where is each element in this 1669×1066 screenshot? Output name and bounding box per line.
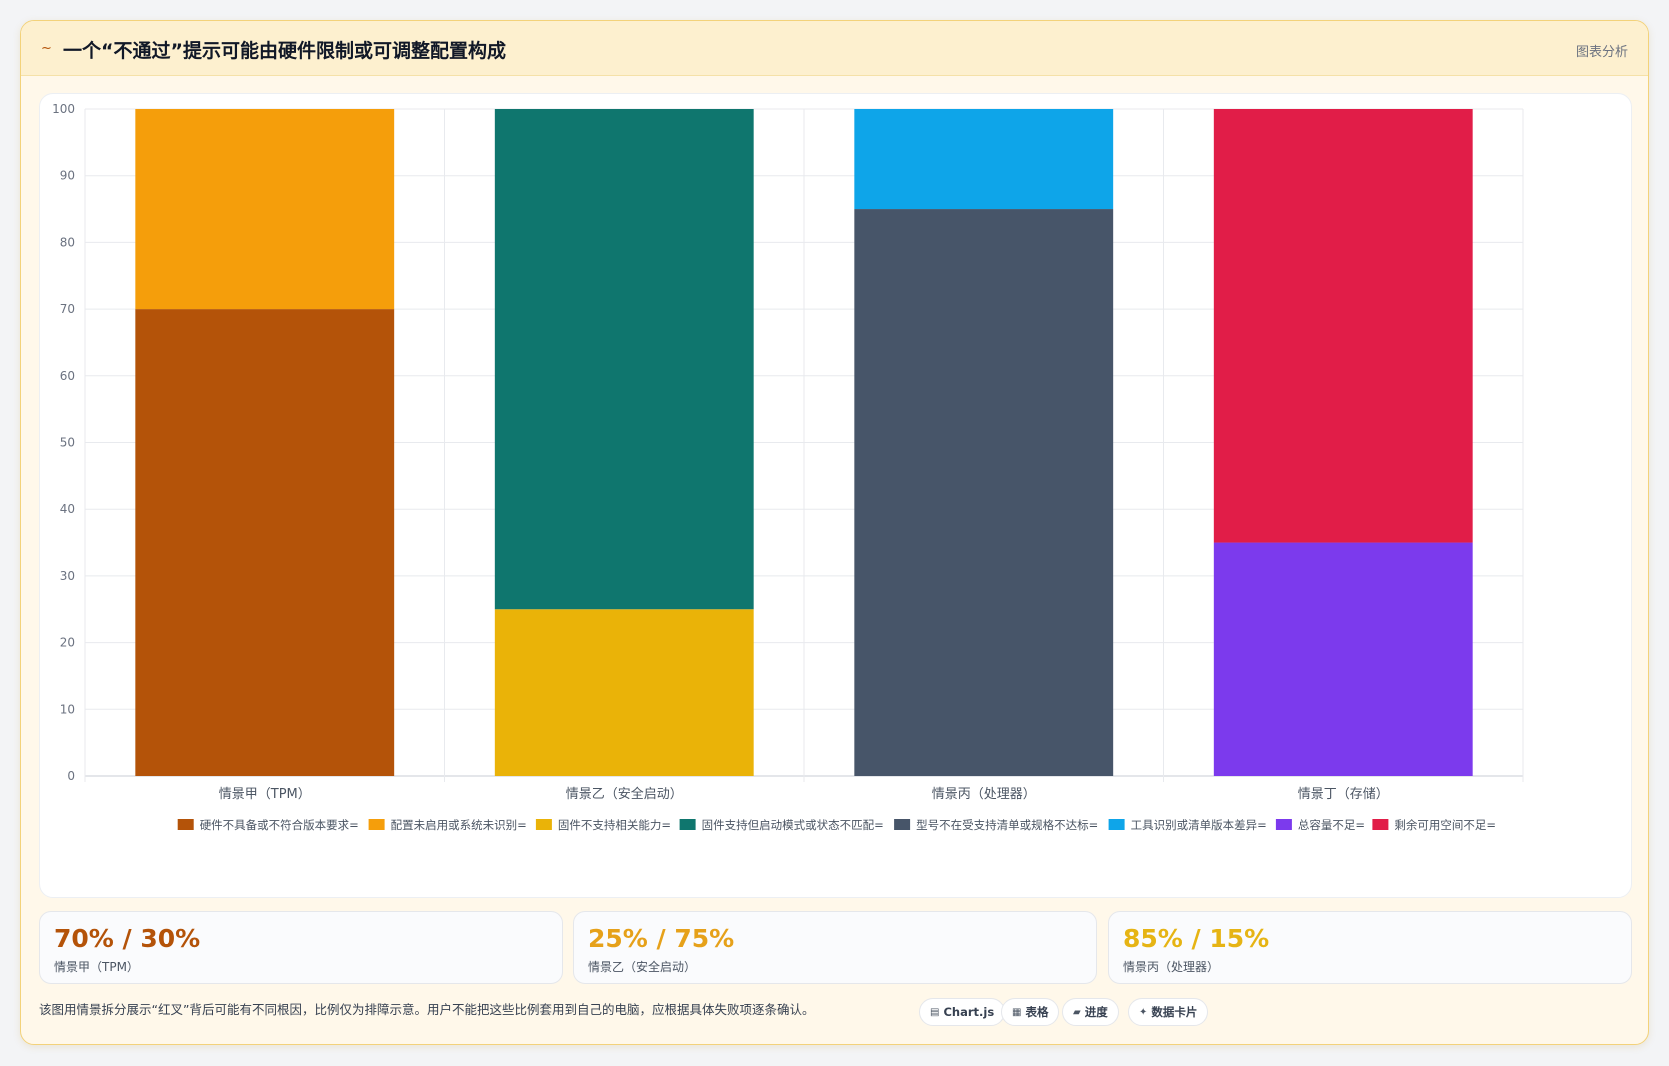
legend-swatch xyxy=(177,819,194,830)
pill-label: 进度 xyxy=(1084,1005,1108,1019)
stat-card-b: 25% / 75% 情景乙（安全启动） xyxy=(573,911,1097,984)
page-title: 一个“不通过”提示可能由硬件限制或可调整配置构成 xyxy=(63,40,506,62)
legend-label: 配置未启用或系统未识别= xyxy=(391,818,527,832)
table-icon: ▦ xyxy=(1012,1006,1022,1018)
legend-label: 固件支持但启动模式或状态不匹配= xyxy=(702,818,884,832)
bar-segment xyxy=(135,309,395,776)
y-tick-label: 20 xyxy=(60,636,75,650)
pill-label: 数据卡片 xyxy=(1151,1005,1198,1019)
legend-swatch xyxy=(679,819,696,830)
x-tick-label: 情景丁（存储） xyxy=(1298,787,1389,802)
y-tick-label: 0 xyxy=(67,769,75,783)
sparkle-icon: ✦ xyxy=(1139,1006,1148,1018)
legend-swatch xyxy=(1275,819,1292,830)
stat-label: 情景乙（安全启动） xyxy=(588,960,697,974)
y-tick-label: 100 xyxy=(52,102,75,116)
x-tick-label: 情景乙（安全启动） xyxy=(566,786,683,802)
progress-pill[interactable]: ▰ 进度 xyxy=(1062,998,1119,1026)
y-tick-label: 90 xyxy=(60,169,75,183)
stat-value: 70% / 30% xyxy=(54,924,201,953)
pill-label: Chart.js xyxy=(943,1005,995,1019)
y-tick-label: 60 xyxy=(60,369,75,383)
bar-segment xyxy=(1213,542,1473,776)
chart-panel: 0 10 20 30 40 50 60 70 80 90 100 情景甲（TPM） 情景乙（安全启动） 情… xyxy=(39,93,1632,898)
bar-segment xyxy=(494,109,754,610)
table-pill[interactable]: ▦ 表格 xyxy=(1001,998,1060,1026)
bar-segment xyxy=(1213,109,1473,543)
x-tick-label: 情景甲（TPM） xyxy=(219,787,311,802)
legend-swatch xyxy=(1108,819,1125,830)
y-tick-label: 30 xyxy=(60,569,75,583)
header-tag: 图表分析 xyxy=(1575,45,1628,60)
legend-label: 工具识别或清单版本差异= xyxy=(1131,818,1267,832)
bar-segment xyxy=(854,209,1114,777)
bar-segment xyxy=(494,609,754,776)
legend-swatch xyxy=(535,819,552,830)
legend-label: 固件不支持相关能力= xyxy=(558,818,671,832)
stat-card-c: 85% / 15% 情景丙（处理器） xyxy=(1108,911,1632,984)
legend-label: 硬件不具备或不符合版本要求= xyxy=(200,818,359,832)
progress-icon: ▰ xyxy=(1073,1006,1081,1018)
card-header: ~ 一个“不通过”提示可能由硬件限制或可调整配置构成 图表分析 xyxy=(21,21,1648,76)
trend-icon: ~ xyxy=(41,41,52,56)
footer-note: 该图用情景拆分展示“红叉”背后可能有不同根因，比例仅为排障示意。用户不能把这些比… xyxy=(39,1002,815,1017)
y-tick-label: 80 xyxy=(60,235,75,249)
legend-swatch xyxy=(1372,819,1389,830)
stat-value: 25% / 75% xyxy=(588,924,735,953)
y-tick-label: 70 xyxy=(60,302,75,316)
chart-icon: ▤ xyxy=(930,1006,940,1018)
data-card-pill[interactable]: ✦ 数据卡片 xyxy=(1128,998,1209,1026)
chart-card: ~ 一个“不通过”提示可能由硬件限制或可调整配置构成 图表分析 0 10 20 30 4… xyxy=(20,20,1649,1045)
pill-label: 表格 xyxy=(1025,1005,1049,1019)
legend-swatch xyxy=(368,819,385,830)
legend-label: 型号不在受支持清单或规格不达标= xyxy=(916,818,1098,832)
stat-value: 85% / 15% xyxy=(1123,924,1270,953)
bar-segment xyxy=(135,109,395,310)
y-tick-label: 40 xyxy=(60,502,75,516)
chartjs-pill[interactable]: ▤ Chart.js xyxy=(919,998,1006,1026)
stat-label: 情景丙（处理器） xyxy=(1123,960,1220,974)
y-tick-label: 50 xyxy=(60,436,75,450)
stat-label: 情景甲（TPM） xyxy=(54,960,139,974)
stacked-bar-chart: 0 10 20 30 40 50 60 70 80 90 100 情景甲（TPM） 情景乙（安全启动） 情… xyxy=(52,102,1524,832)
y-tick-label: 10 xyxy=(60,702,75,716)
legend-label: 剩余可用空间不足= xyxy=(1394,818,1496,832)
bar-segment xyxy=(854,109,1114,210)
legend-swatch xyxy=(894,819,911,830)
x-tick-label: 情景丙（处理器） xyxy=(932,787,1036,802)
legend-label: 总容量不足= xyxy=(1298,818,1365,832)
stat-card-a: 70% / 30% 情景甲（TPM） xyxy=(39,911,563,984)
